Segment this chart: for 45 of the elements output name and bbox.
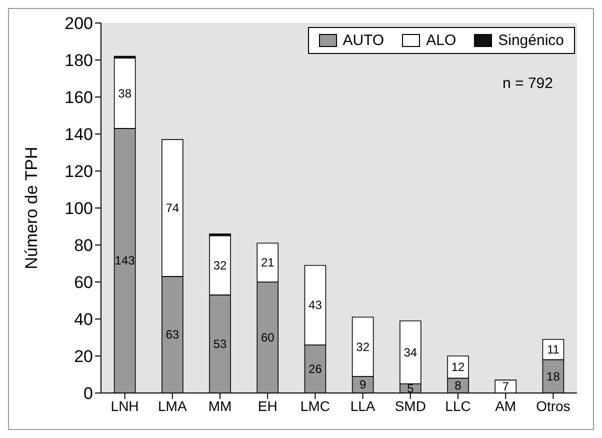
legend-label: ALO bbox=[425, 32, 456, 49]
legend-label: AUTO bbox=[342, 32, 384, 49]
data-label: 18 bbox=[546, 369, 560, 384]
data-label: 32 bbox=[356, 340, 370, 354]
data-label: 53 bbox=[213, 336, 228, 351]
y-tick-label: 0 bbox=[84, 384, 93, 404]
data-label: 7 bbox=[502, 380, 510, 394]
y-axis-title: Número de TPH bbox=[22, 146, 42, 270]
data-label: 38 bbox=[118, 86, 132, 100]
y-tick-label: 140 bbox=[64, 125, 93, 144]
data-label: 34 bbox=[404, 345, 418, 360]
x-tick-label: SMD bbox=[394, 398, 426, 414]
annotation: n = 792 bbox=[502, 75, 553, 92]
x-tick-label: LNH bbox=[110, 398, 139, 414]
x-tick-label: LMA bbox=[158, 398, 188, 414]
data-label: 12 bbox=[451, 360, 466, 374]
y-tick-label: 20 bbox=[74, 347, 93, 366]
x-tick-label: EH bbox=[258, 398, 278, 414]
legend-label: Singénico bbox=[497, 32, 564, 49]
data-label: 11 bbox=[546, 342, 560, 357]
x-tick-label: MM bbox=[208, 398, 232, 414]
data-label: 143 bbox=[114, 254, 136, 268]
y-tick-label: 120 bbox=[64, 162, 93, 182]
data-label: 9 bbox=[359, 378, 366, 392]
y-tick-label: 40 bbox=[74, 310, 93, 330]
data-label: 26 bbox=[308, 362, 322, 376]
y-tick-label: 60 bbox=[74, 273, 93, 292]
x-tick-label: LLA bbox=[350, 398, 376, 414]
data-label: 63 bbox=[166, 328, 180, 342]
y-tick-label: 160 bbox=[64, 88, 93, 108]
y-tick-label: 100 bbox=[64, 199, 93, 218]
x-tick-label: AM bbox=[495, 398, 516, 414]
data-label: 21 bbox=[260, 256, 275, 270]
x-tick-label: LLC bbox=[445, 398, 471, 414]
x-tick-label: LMC bbox=[300, 398, 330, 414]
y-tick-label: 80 bbox=[74, 236, 93, 256]
data-label: 43 bbox=[308, 298, 322, 312]
y-tick-label: 180 bbox=[64, 51, 93, 70]
data-label: 8 bbox=[454, 378, 462, 393]
x-tick-label: Otros bbox=[536, 398, 570, 414]
data-label: 60 bbox=[260, 330, 275, 344]
data-label: 32 bbox=[213, 258, 228, 272]
data-label: 74 bbox=[166, 201, 180, 215]
data-label: 5 bbox=[407, 381, 414, 396]
y-tick-label: 200 bbox=[64, 14, 93, 34]
